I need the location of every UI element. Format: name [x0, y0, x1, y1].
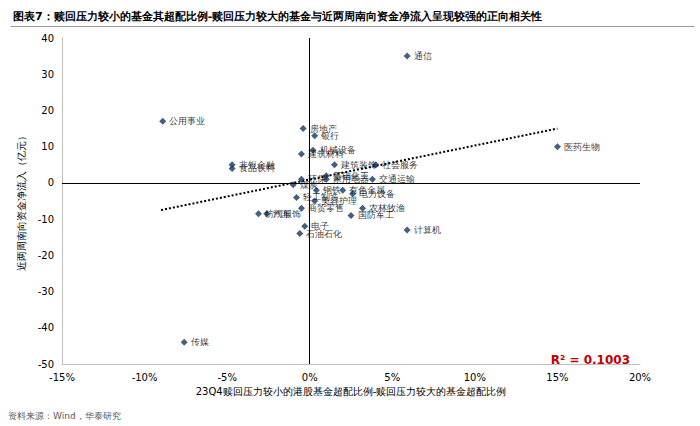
- svg-text:房地产: 房地产: [310, 124, 337, 134]
- svg-text:图表7：赎回压力较小的基金其超配比例-赎回压力较大的基金与近: 图表7：赎回压力较小的基金其超配比例-赎回压力较大的基金与近两周南向资金净流入呈…: [13, 10, 542, 23]
- svg-text:汽车: 汽车: [273, 209, 291, 219]
- svg-text:美容护理: 美容护理: [321, 196, 358, 206]
- svg-text:农林牧渔: 农林牧渔: [369, 203, 406, 214]
- svg-text:煤炭: 煤炭: [300, 180, 318, 190]
- svg-text:资料来源：Wind，华泰研究: 资料来源：Wind，华泰研究: [8, 411, 121, 421]
- svg-text:-5%: -5%: [217, 372, 236, 383]
- svg-text:10: 10: [41, 141, 54, 152]
- svg-text:30: 30: [41, 69, 54, 80]
- svg-text:10%: 10%: [464, 372, 486, 383]
- svg-text:家用电器: 家用电器: [333, 174, 369, 184]
- svg-text:传媒: 传媒: [191, 337, 209, 347]
- svg-text:20: 20: [41, 105, 54, 116]
- svg-text:23Q4赎回压力较小的港股基金超配比例-赎回压力较大的基金超: 23Q4赎回压力较小的港股基金超配比例-赎回压力较大的基金超配比例: [196, 386, 507, 397]
- svg-text:社会服务: 社会服务: [382, 160, 418, 170]
- svg-text:40: 40: [41, 33, 54, 44]
- svg-text:近两周南向资金净流入（亿元）: 近两周南向资金净流入（亿元）: [16, 131, 27, 271]
- svg-text:-10: -10: [38, 214, 54, 225]
- svg-text:建筑装饰: 建筑装饰: [340, 160, 377, 170]
- svg-text:0%: 0%: [302, 372, 318, 383]
- svg-text:银行: 银行: [321, 130, 340, 141]
- svg-text:公用事业: 公用事业: [169, 116, 205, 126]
- svg-text:交通运输: 交通运输: [379, 174, 415, 184]
- svg-text:电力设备: 电力设备: [359, 189, 395, 199]
- svg-text:通信: 通信: [414, 51, 432, 61]
- svg-text:医药生物: 医药生物: [564, 142, 600, 152]
- svg-text:石油石化: 石油石化: [306, 229, 342, 239]
- svg-text:-15%: -15%: [49, 372, 75, 383]
- svg-text:纺织服饰: 纺织服饰: [265, 209, 301, 219]
- svg-text:国防军工: 国防军工: [358, 210, 394, 220]
- svg-text:计算机: 计算机: [414, 225, 441, 235]
- svg-text:R² = 0.1003: R² = 0.1003: [550, 353, 630, 367]
- svg-text:20%: 20%: [629, 372, 651, 383]
- svg-text:-30: -30: [38, 286, 54, 297]
- svg-text:商贸零售: 商贸零售: [308, 203, 344, 213]
- svg-text:电子: 电子: [311, 221, 330, 232]
- svg-text:-50: -50: [38, 359, 54, 370]
- svg-text:食品饮料: 食品饮料: [239, 163, 275, 173]
- svg-text:5%: 5%: [384, 372, 400, 383]
- svg-text:-40: -40: [38, 322, 54, 333]
- svg-text:-20: -20: [38, 250, 54, 261]
- svg-text:-10%: -10%: [132, 372, 158, 383]
- svg-text:15%: 15%: [546, 372, 568, 383]
- svg-text:钢铁: 钢铁: [322, 185, 341, 196]
- svg-text:0: 0: [48, 177, 54, 188]
- svg-text:建筑材料: 建筑材料: [307, 149, 344, 159]
